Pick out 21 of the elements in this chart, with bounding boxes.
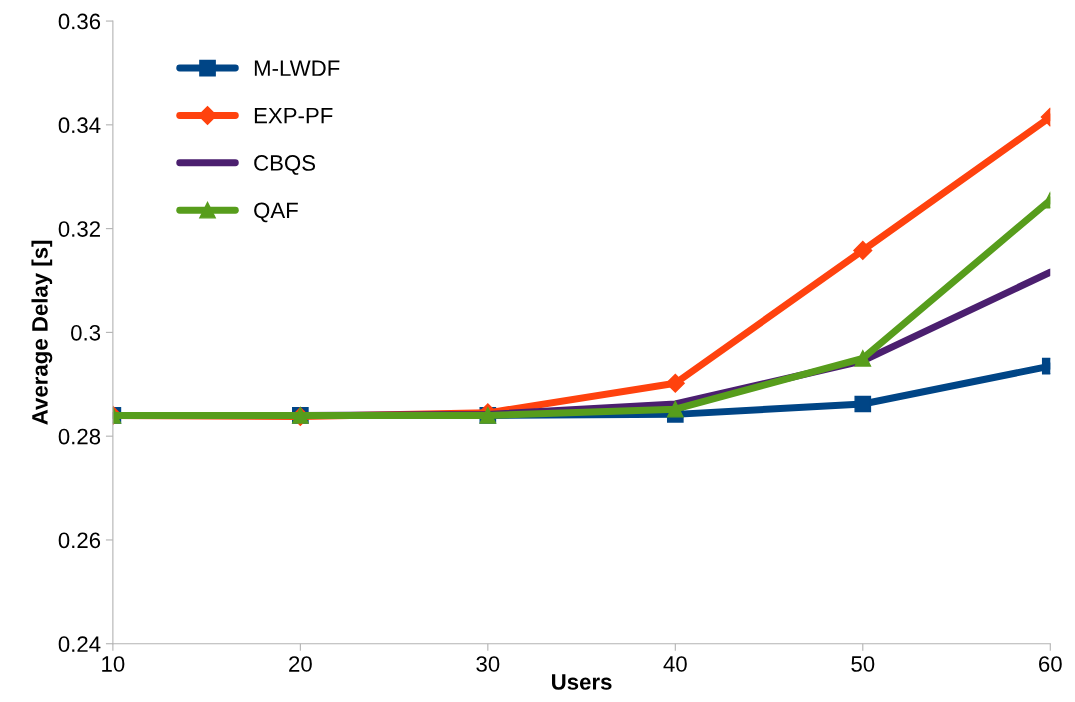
y-tick-label: 0.36 [58, 13, 101, 30]
x-tick-label: 30 [476, 656, 500, 672]
point [666, 400, 684, 418]
x-tick-label: 20 [289, 656, 312, 672]
y-tick-label: 0.34 [58, 117, 101, 134]
legend-label: M-LWDF [254, 60, 340, 76]
legend-label: EXP-PF [254, 107, 333, 124]
x-axis-title: Users [552, 674, 612, 690]
x-tick-label: 50 [851, 656, 875, 672]
y-tick-label: 0.24 [58, 636, 101, 652]
legend-label: CBQS [254, 155, 316, 175]
legend-label: QAF [254, 202, 298, 223]
x-tick-label: 60 [1039, 656, 1062, 672]
y-axis-title: Average Delay [s] [31, 240, 53, 425]
point [665, 373, 685, 393]
y-tick-label: 0.3 [71, 324, 101, 341]
x-tick-label: 10 [102, 656, 125, 672]
y-tick-label: 0.28 [58, 428, 101, 445]
y-tick-label: 0.26 [58, 532, 101, 549]
x-tick-label: 40 [663, 656, 687, 672]
y-tick-label: 0.32 [58, 221, 100, 237]
